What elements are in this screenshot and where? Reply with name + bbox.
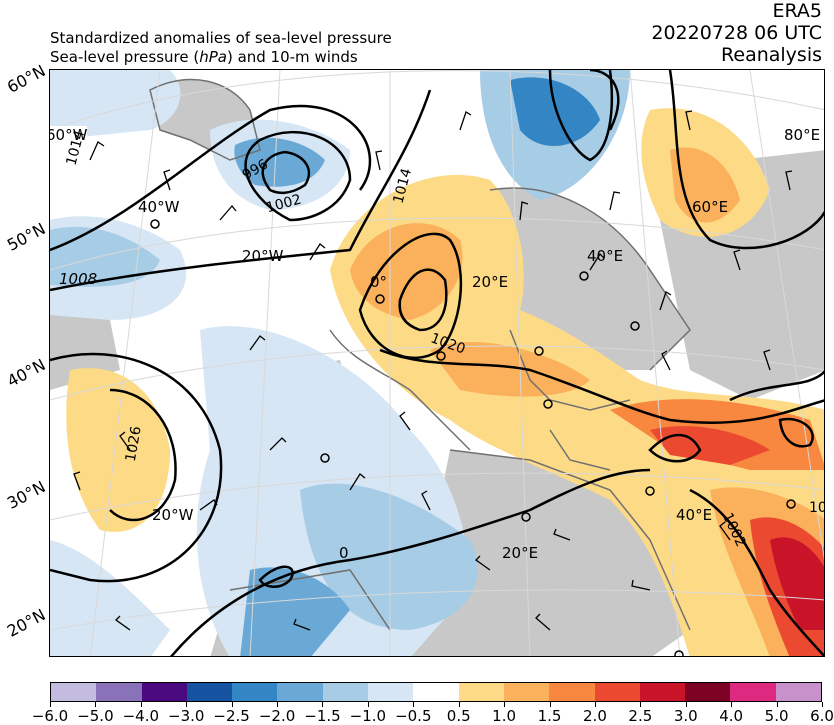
colorbar-tick: [549, 702, 551, 707]
colorbar: [50, 682, 822, 702]
colorbar-swatch: [96, 683, 142, 701]
station-markers: [150, 219, 796, 656]
grid-label-20w-lower: 20°W: [152, 506, 194, 524]
grid-label-0-lower: 0: [339, 544, 349, 562]
isobar-label: 10: [809, 500, 824, 516]
colorbar-tick-label: 5.0: [764, 707, 789, 725]
negative-anomalies: [50, 70, 630, 656]
isobar-label: 1008: [59, 270, 98, 288]
wind-barbs: [73, 110, 793, 631]
grid-label-60e: 60°E: [692, 198, 729, 216]
colorbar-tick-label: −2.5: [213, 707, 250, 725]
colorbar-tick-label: 0.5: [446, 707, 471, 725]
colorbar-swatch: [685, 683, 731, 701]
lat-label-50n: 50°N: [4, 219, 49, 255]
map-svg: [50, 70, 824, 656]
colorbar-swatch: [730, 683, 776, 701]
grid-label-20w: 20°W: [242, 247, 284, 265]
isobars: [50, 70, 824, 656]
grid-label-0: 0°: [370, 273, 388, 291]
colorbar-tick-label: 1.0: [492, 707, 517, 725]
lat-label-30n: 30°N: [4, 477, 49, 513]
lat-label-40n: 40°N: [4, 355, 49, 391]
lat-label-60n: 60°N: [4, 61, 49, 97]
grid-label-20e: 20°E: [472, 273, 509, 291]
colorbar-tick: [776, 702, 778, 707]
graticule: [50, 70, 824, 656]
title-line-2: Sea-level pressure (hPa) and 10-m winds: [50, 48, 358, 66]
grid-label-80e: 80°E: [784, 126, 821, 144]
colorbar-tick: [231, 702, 233, 707]
colorbar-tick-label: 6.0: [810, 707, 834, 725]
colorbar-swatch: [775, 683, 822, 701]
grid-label-20e-lower: 20°E: [502, 544, 539, 562]
colorbar-swatch: [186, 683, 233, 701]
colorbar-tick: [140, 702, 142, 707]
colorbar-tick: [458, 702, 460, 707]
colorbar-tick-label: 1.5: [537, 707, 562, 725]
colorbar-tick: [322, 702, 324, 707]
grid-label-40e: 40°E: [587, 247, 624, 265]
colorbar-tick: [594, 702, 596, 707]
colorbar-swatch: [503, 683, 550, 701]
colorbar-tick: [504, 702, 506, 707]
colorbar-tick: [685, 702, 687, 707]
colorbar-tick-label: −5.0: [77, 707, 114, 725]
lat-label-20n: 20°N: [4, 605, 49, 641]
colorbar-tick-label: 3.0: [673, 707, 698, 725]
colorbar-tick: [50, 702, 51, 707]
colorbar-tick-label: −4.0: [122, 707, 160, 725]
colorbar-swatch: [594, 683, 640, 701]
colorbar-swatch: [639, 683, 686, 701]
grid-label-40e-lower: 40°E: [676, 506, 713, 524]
colorbar-tick: [640, 702, 642, 707]
colorbar-swatch: [413, 683, 459, 701]
colorbar-tick-label: 2.0: [583, 707, 607, 725]
colorbar-swatch: [549, 683, 595, 701]
grid-label-60w: 60°W: [50, 126, 88, 144]
colorbar-tick-label: −2.0: [258, 707, 296, 725]
colorbar-tick-label: −3.0: [168, 707, 205, 725]
colorbar-swatch: [322, 683, 369, 701]
colorbar-tick-label: −1.5: [304, 707, 341, 725]
colorbar-tick-label: 4.0: [719, 707, 744, 725]
colorbar-tick-label: −6.0: [31, 707, 69, 725]
colorbar-tick: [367, 702, 369, 707]
colorbar-swatch: [458, 683, 504, 701]
colorbar-tick: [731, 702, 733, 707]
colorbar-tick-label: −0.5: [395, 707, 432, 725]
anomaly-map[interactable]: 60°W 40°W 20°W 0° 20°E 40°E 60°E 80°E 20…: [49, 69, 825, 657]
grid-label-40w: 40°W: [138, 198, 180, 216]
colorbar-tick: [822, 702, 823, 707]
colorbar-swatch: [141, 683, 187, 701]
dataset-label: ERA5: [772, 0, 822, 22]
product-label: Reanalysis: [721, 44, 822, 66]
colorbar-tick-label: 2.5: [628, 707, 653, 725]
colorbar-swatch: [277, 683, 323, 701]
colorbar-tick: [186, 702, 188, 707]
colorbar-swatch: [51, 683, 97, 701]
colorbar-swatch: [232, 683, 278, 701]
colorbar-tick: [413, 702, 415, 707]
colorbar-tick: [95, 702, 97, 707]
colorbar-tick-label: −1.0: [349, 707, 387, 725]
datetime-label: 20220728 06 UTC: [651, 22, 822, 44]
colorbar-tick: [277, 702, 279, 707]
title-line-1: Standardized anomalies of sea-level pres…: [50, 29, 392, 47]
colorbar-swatch: [368, 683, 414, 701]
